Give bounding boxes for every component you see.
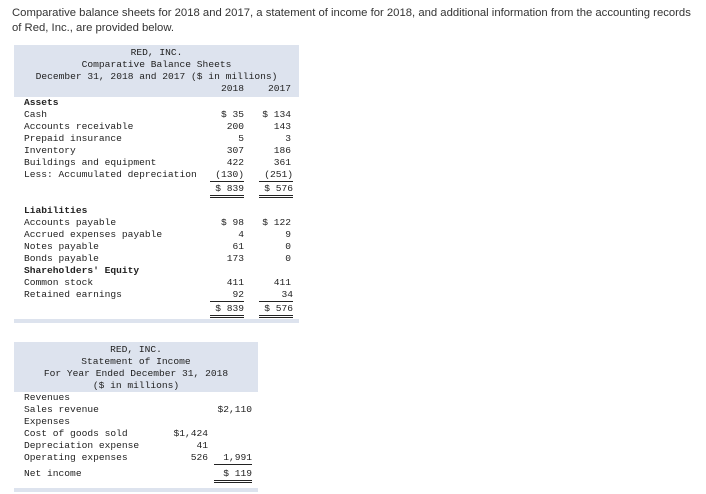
sales-label: Sales revenue — [24, 404, 99, 415]
depreciation-value: 41 — [196, 440, 208, 451]
value-2017: (251) — [259, 169, 293, 182]
col-2017-header: 2017 — [267, 83, 291, 94]
value-2018: 61 — [232, 241, 244, 252]
statement-period: For Year Ended December 31, 2018 — [43, 368, 229, 379]
liab-total-row: $ 839 $ 576 — [14, 303, 299, 318]
value-2017: 0 — [285, 253, 291, 264]
value-2017: 34 — [259, 289, 293, 302]
row-label: Notes payable — [24, 241, 99, 252]
table-row: Inventory 307 186 — [14, 145, 299, 157]
table-row: Retained earnings 92 34 — [14, 289, 299, 302]
table-row: Operating expenses 526 1,991 — [14, 452, 258, 465]
row-label: Bonds payable — [24, 253, 99, 264]
row-label: Inventory — [24, 145, 76, 156]
value-2017: 186 — [273, 145, 291, 156]
balance-sheet-panel: RED, INC. Comparative Balance Sheets Dec… — [14, 45, 299, 323]
table-row: Accounts payable $ 98 $ 122 — [14, 217, 299, 229]
row-label: Accounts receivable — [24, 121, 134, 132]
table-row: Net income $ 119 — [14, 468, 258, 483]
balance-sheet-body: Assets Cash $ 35 $ 134 Accounts receivab… — [14, 97, 299, 319]
row-label: Retained earnings — [24, 289, 122, 300]
table-row: Depreciation expense 41 — [14, 440, 258, 452]
table-row: Buildings and equipment 422 361 — [14, 157, 299, 169]
table-row: Cash $ 35 $ 134 — [14, 109, 299, 121]
expenses-heading: Expenses — [24, 416, 71, 427]
value-2018: 92 — [210, 289, 244, 302]
assets-total-row: $ 839 $ 576 — [14, 183, 299, 198]
value-2018: 5 — [238, 133, 244, 144]
value-2018: (130) — [210, 169, 244, 182]
table-row: Prepaid insurance 5 3 — [14, 133, 299, 145]
intro-text: Comparative balance sheets for 2018 and … — [12, 7, 691, 34]
value-2018: 422 — [226, 157, 244, 168]
value-2017: 411 — [273, 277, 291, 288]
company-name: RED, INC. — [130, 47, 183, 58]
value-2018: 411 — [226, 277, 244, 288]
row-label: Cash — [24, 109, 48, 120]
table-row: Bonds payable 173 0 — [14, 253, 299, 265]
value-2018: $ 98 — [220, 217, 244, 228]
statement-title: Statement of Income — [81, 356, 191, 367]
panel-bottom-bar — [14, 488, 258, 492]
total-liab-equity-2018: $ 839 — [210, 303, 244, 318]
cogs-label: Cost of goods sold — [24, 428, 128, 439]
statement-units: ($ in millions) — [92, 380, 180, 391]
total-expenses-value: 1,991 — [214, 452, 252, 465]
table-row: Accounts receivable 200 143 — [14, 121, 299, 133]
income-statement-body: Revenues Sales revenue $2,110 Expenses C… — [14, 392, 258, 488]
value-2018: 200 — [226, 121, 244, 132]
value-2018: 4 — [238, 229, 244, 240]
value-2017: 9 — [285, 229, 291, 240]
cogs-value: $1,424 — [173, 428, 208, 439]
net-income-value: $ 119 — [214, 468, 252, 483]
value-2017: 361 — [273, 157, 291, 168]
row-label: Less: Accumulated depreciation — [24, 169, 197, 180]
row-label: Accrued expenses payable — [24, 229, 163, 240]
value-2017: 3 — [285, 133, 291, 144]
table-row: Common stock 411 411 — [14, 277, 299, 289]
company-name: RED, INC. — [110, 344, 162, 355]
total-assets-2018: $ 839 — [210, 183, 244, 198]
row-label: Buildings and equipment — [24, 157, 157, 168]
row-label: Common stock — [24, 277, 94, 288]
value-2017: 0 — [285, 241, 291, 252]
table-row: Sales revenue $2,110 — [14, 404, 258, 416]
table-row: Accrued expenses payable 4 9 — [14, 229, 299, 241]
row-label: Prepaid insurance — [24, 133, 122, 144]
liabilities-heading: Liabilities — [24, 205, 88, 216]
panel-bottom-bar — [14, 319, 299, 323]
equity-heading: Shareholders' Equity — [24, 265, 140, 276]
income-statement-header: RED, INC. Statement of Income For Year E… — [14, 342, 258, 392]
depreciation-label: Depreciation expense — [24, 440, 140, 451]
sales-value: $2,110 — [217, 404, 252, 415]
table-row: Cost of goods sold $1,424 — [14, 428, 258, 440]
balance-sheet-header: RED, INC. Comparative Balance Sheets Dec… — [14, 45, 299, 97]
total-assets-2017: $ 576 — [259, 183, 293, 198]
table-row: Less: Accumulated depreciation (130) (25… — [14, 169, 299, 182]
col-2018-header: 2018 — [220, 83, 244, 94]
opex-label: Operating expenses — [24, 452, 128, 463]
assets-heading: Assets — [24, 97, 59, 108]
income-statement-panel: RED, INC. Statement of Income For Year E… — [14, 342, 258, 492]
value-2018: $ 35 — [220, 109, 244, 120]
revenues-heading: Revenues — [24, 392, 71, 403]
value-2017: 143 — [273, 121, 291, 132]
total-liab-equity-2017: $ 576 — [259, 303, 293, 318]
value-2017: $ 122 — [262, 217, 291, 228]
opex-value: 526 — [190, 452, 208, 463]
net-income-label: Net income — [24, 468, 82, 479]
statement-period: December 31, 2018 and 2017 ($ in million… — [35, 71, 278, 82]
value-2018: 173 — [226, 253, 244, 264]
row-label: Accounts payable — [24, 217, 117, 228]
table-row: Notes payable 61 0 — [14, 241, 299, 253]
statement-title: Comparative Balance Sheets — [81, 59, 232, 70]
value-2017: $ 134 — [262, 109, 291, 120]
value-2018: 307 — [226, 145, 244, 156]
